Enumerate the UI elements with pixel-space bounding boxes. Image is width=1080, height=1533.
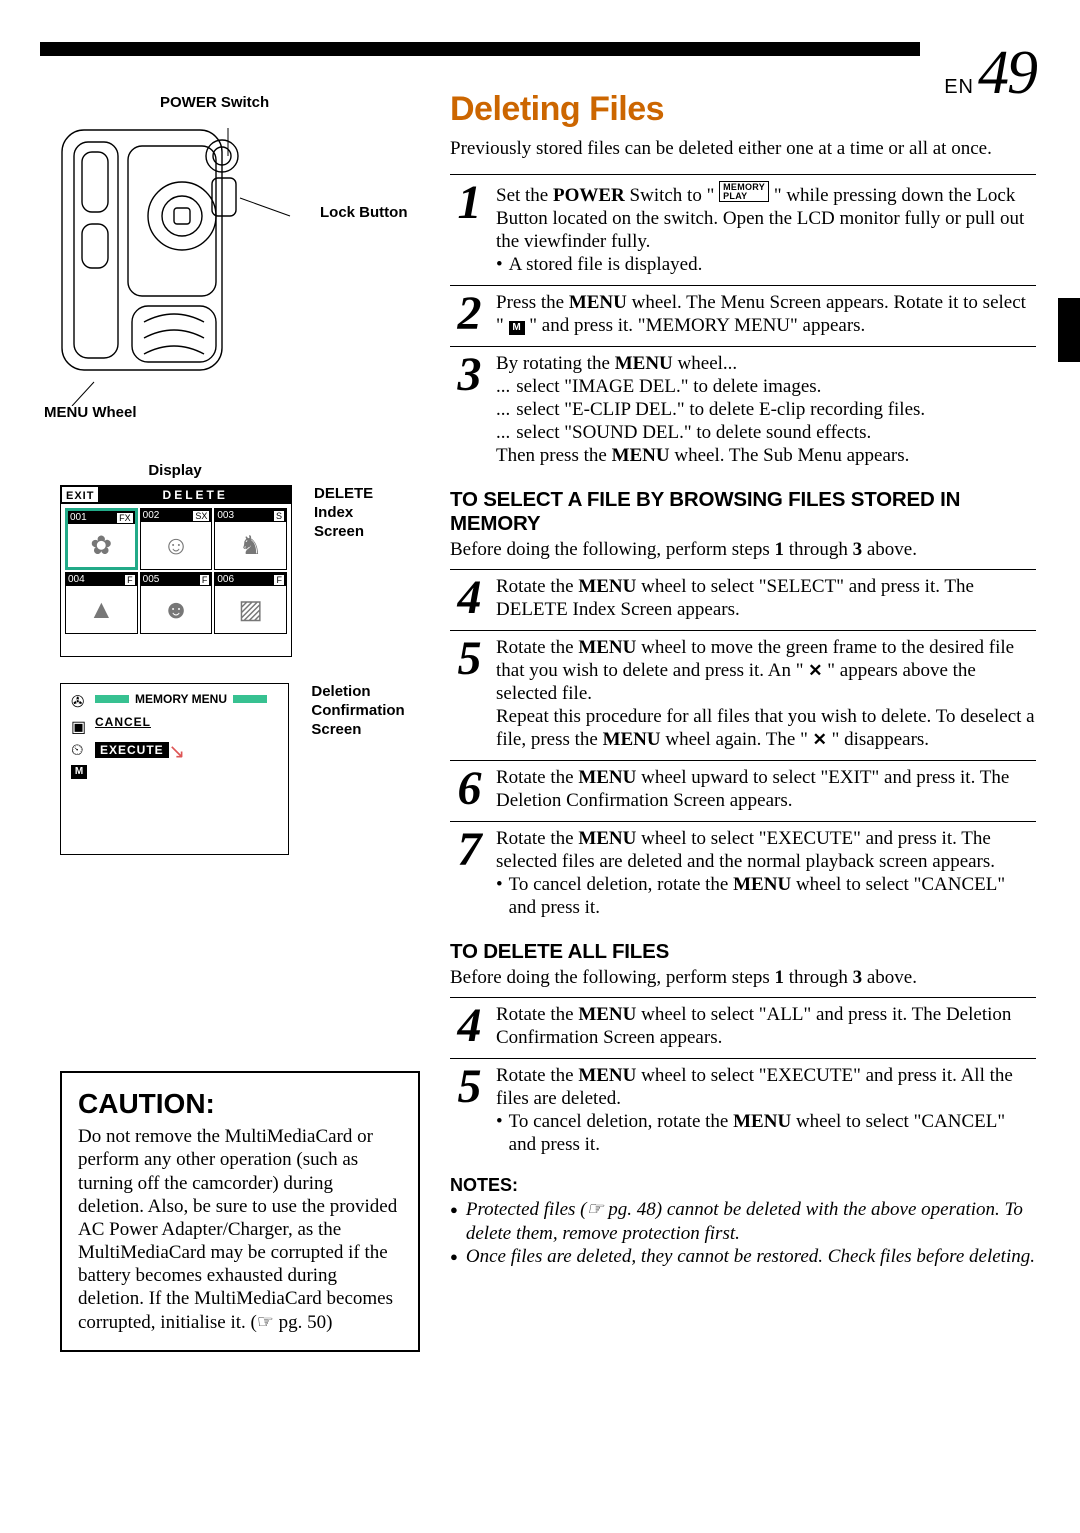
steps-select-file: 4Rotate the MENU wheel to select "SELECT… xyxy=(450,569,1036,928)
step: 1Set the POWER Switch to " MEMORYPLAY " … xyxy=(450,174,1036,285)
step: 5Rotate the MENU wheel to select "EXECUT… xyxy=(450,1058,1036,1165)
subhead-select-file: TO SELECT A FILE BY BROWSING FILES STORE… xyxy=(450,488,1036,535)
header-rule xyxy=(40,42,920,56)
memory-menu-icons: ✇ ▣ ⏲ M xyxy=(71,692,87,779)
memory-menu-screen: ✇ ▣ ⏲ M MEMORY MENU CANCEL EXECUTE ↘ xyxy=(60,683,289,855)
delete-index-caption: DELETE Index Screen xyxy=(314,485,404,541)
step-number: 3 xyxy=(450,353,486,468)
step-number: 6 xyxy=(450,767,486,813)
thumbnail: 003S♞ xyxy=(214,508,287,570)
mem-item-execute: EXECUTE xyxy=(95,742,169,758)
caution-box: CAUTION: Do not remove the MultiMediaCar… xyxy=(60,1071,420,1352)
camera-icon: ✇ xyxy=(71,692,87,712)
step-body: Set the POWER Switch to " MEMORYPLAY " w… xyxy=(496,181,1036,277)
delete-index-screen: EXIT DELETE 001FX✿002SX☺003S♞ 004F▲005F☻0… xyxy=(60,485,292,657)
thumbnail: 005F☻ xyxy=(140,572,213,634)
step-number: 2 xyxy=(450,292,486,338)
step: 3By rotating the MENU wheel...select "IM… xyxy=(450,346,1036,476)
steps-primary: 1Set the POWER Switch to " MEMORYPLAY " … xyxy=(450,174,1036,476)
subintro-select-file: Before doing the following, perform step… xyxy=(450,539,1036,561)
thumbnail: 004F▲ xyxy=(65,572,138,634)
label-lock-button: Lock Button xyxy=(320,204,408,221)
step-number: 4 xyxy=(450,1004,486,1050)
thumbnail: 002SX☺ xyxy=(140,508,213,570)
subhead-delete-all: TO DELETE ALL FILES xyxy=(450,940,1036,964)
step-number: 5 xyxy=(450,1065,486,1157)
label-menu-wheel: MENU Wheel xyxy=(44,404,137,421)
step-body: Rotate the MENU wheel to move the green … xyxy=(496,637,1036,752)
cursor-arrow-icon: ↘ xyxy=(168,741,185,763)
delete-title: DELETE xyxy=(99,486,291,504)
caution-title: CAUTION: xyxy=(78,1087,402,1121)
camera-illustration xyxy=(32,106,312,406)
step: 6Rotate the MENU wheel upward to select … xyxy=(450,760,1036,821)
delete-exit-label: EXIT xyxy=(61,486,99,503)
clock-icon: ⏲ xyxy=(71,742,87,760)
step-number: 1 xyxy=(450,181,486,277)
step: 2Press the MENU wheel. The Menu Screen a… xyxy=(450,285,1036,346)
subintro-delete-all: Before doing the following, perform step… xyxy=(450,967,1036,989)
step-number: 7 xyxy=(450,828,486,920)
intro-text: Previously stored files can be deleted e… xyxy=(450,137,1036,160)
step-body: Rotate the MENU wheel to select "EXECUTE… xyxy=(496,1065,1036,1157)
step: 5Rotate the MENU wheel to move the green… xyxy=(450,630,1036,760)
step-body: Rotate the MENU wheel to select "SELECT"… xyxy=(496,576,1036,622)
step-number: 5 xyxy=(450,637,486,752)
notes-list: Protected files (☞ pg. 48) cannot be del… xyxy=(450,1198,1036,1268)
caution-body: Do not remove the MultiMediaCard or perf… xyxy=(78,1125,402,1334)
step-body: By rotating the MENU wheel...select "IMA… xyxy=(496,353,1036,468)
step: 7Rotate the MENU wheel to select "EXECUT… xyxy=(450,821,1036,928)
step-body: Rotate the MENU wheel upward to select "… xyxy=(496,767,1036,813)
step-body: Rotate the MENU wheel to select "ALL" an… xyxy=(496,1004,1036,1050)
camera-diagram: POWER Switch Lock Button xyxy=(60,94,420,414)
steps-delete-all: 4Rotate the MENU wheel to select "ALL" a… xyxy=(450,997,1036,1165)
note-item: Protected files (☞ pg. 48) cannot be del… xyxy=(450,1198,1036,1244)
step-body: Rotate the MENU wheel to select "EXECUTE… xyxy=(496,828,1036,920)
label-display: Display xyxy=(0,462,420,479)
page-title: Deleting Files xyxy=(450,90,1036,129)
memory-menu-title-row: MEMORY MENU xyxy=(95,692,278,706)
thumbnail: 001FX✿ xyxy=(65,508,138,570)
memory-menu-title: MEMORY MENU xyxy=(135,692,227,706)
step: 4Rotate the MENU wheel to select "ALL" a… xyxy=(450,997,1036,1058)
side-tab xyxy=(1058,298,1080,362)
step-body: Press the MENU wheel. The Menu Screen ap… xyxy=(496,292,1036,338)
mem-item-cancel: CANCEL xyxy=(95,715,278,729)
m-icon: M xyxy=(71,765,87,779)
step-number: 4 xyxy=(450,576,486,622)
notes-heading: NOTES: xyxy=(450,1175,1036,1196)
thumbnail: 006F▨ xyxy=(214,572,287,634)
step: 4Rotate the MENU wheel to select "SELECT… xyxy=(450,569,1036,630)
mem-bar-left xyxy=(95,695,129,703)
note-item: Once files are deleted, they cannot be r… xyxy=(450,1245,1036,1268)
mem-bar-right xyxy=(233,695,267,703)
video-icon: ▣ xyxy=(71,717,87,737)
deletion-confirmation-caption: Deletion Confirmation Screen xyxy=(311,683,420,739)
